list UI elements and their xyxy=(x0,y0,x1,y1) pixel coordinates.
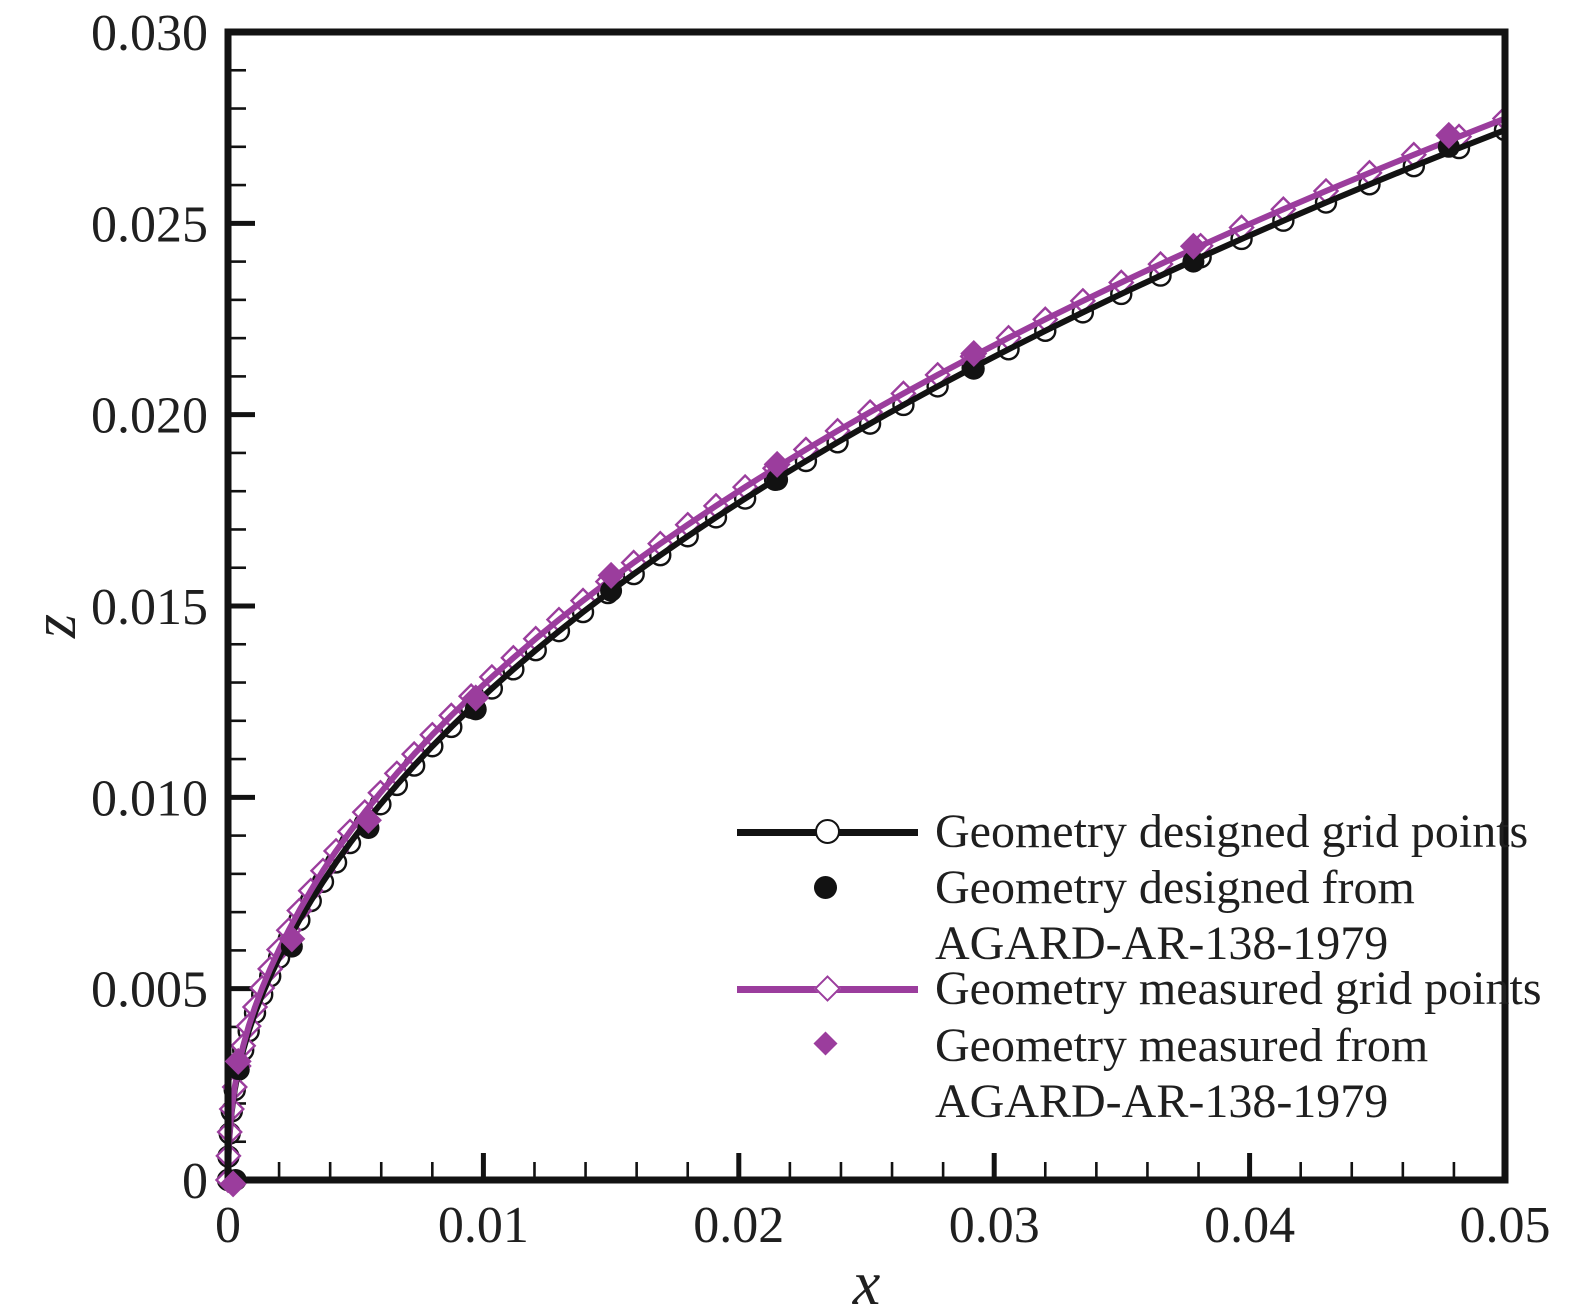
open-circle-marker-icon xyxy=(815,819,840,844)
x-tick-label: 0 xyxy=(215,1197,241,1254)
open-diamond-marker-icon xyxy=(814,974,841,1002)
y-tick-label: 0.025 xyxy=(91,196,208,253)
y-tick-label: 0.005 xyxy=(91,962,208,1019)
legend-entry-measured-grid: Geometry measured grid points xyxy=(720,961,1542,1017)
y-tick-label: 0.030 xyxy=(91,5,208,62)
y-axis-label: z xyxy=(21,614,89,639)
tick-labels: 0 0.01 0.02 0.03 0.04 0.05 0 0.005 0.010 0.015 0.0… xyxy=(91,5,1551,1254)
y-tick-label: 0.010 xyxy=(91,770,208,827)
x-tick-label: 0.05 xyxy=(1460,1197,1551,1254)
x-axis-label: x xyxy=(852,1250,881,1315)
legend-label: Geometry measured from xyxy=(935,1019,1429,1072)
y-tick-label: 0 xyxy=(182,1153,208,1210)
legend-label: AGARD-AR-138-1979 xyxy=(935,1075,1389,1128)
legend-label: AGARD-AR-138-1979 xyxy=(935,917,1389,970)
plot-border xyxy=(224,28,1509,1184)
legend-label: Geometry designed grid points xyxy=(935,805,1529,858)
legend-entry-designed-agard-line2: AGARD-AR-138-1979 xyxy=(720,916,1388,972)
data-layer xyxy=(214,105,1509,1194)
legend-label: Geometry designed from xyxy=(935,861,1415,914)
x-tick-label: 0.04 xyxy=(1204,1197,1295,1254)
legend-entry-measured-agard: Geometry measured from xyxy=(720,1018,1428,1074)
filled-diamond-marker-icon xyxy=(813,1031,838,1056)
legend-label: Geometry measured grid points xyxy=(935,962,1542,1015)
measured-agard-points xyxy=(219,121,1463,1198)
x-tick-label: 0.02 xyxy=(693,1197,784,1254)
measured-geometry-curve xyxy=(225,115,1507,1181)
legend-entry-designed-agard: Geometry designed from xyxy=(720,860,1415,916)
y-tick-label: 0.020 xyxy=(91,388,208,445)
x-tick-label: 0.01 xyxy=(438,1197,529,1254)
filled-circle-marker-icon xyxy=(814,876,837,899)
x-tick-label: 0.03 xyxy=(949,1197,1040,1254)
legend-entry-measured-agard-line2: AGARD-AR-138-1979 xyxy=(720,1074,1388,1130)
y-tick-label: 0.015 xyxy=(91,579,208,636)
legend-entry-designed-grid: Geometry designed grid points xyxy=(720,804,1528,860)
